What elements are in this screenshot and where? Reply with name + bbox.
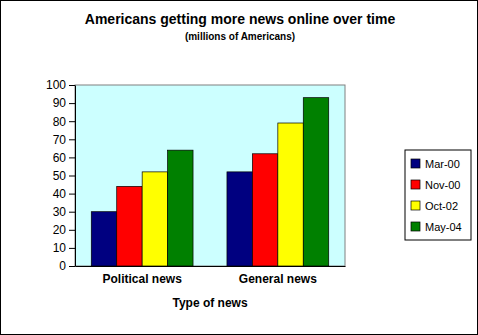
y-tick: 50 xyxy=(53,169,75,183)
y-tick-mark xyxy=(69,248,75,249)
bar-series xyxy=(168,98,329,266)
bar xyxy=(91,212,116,266)
legend-entry: Oct-02 xyxy=(411,200,458,212)
bar xyxy=(252,154,277,266)
legend-entry: Nov-00 xyxy=(411,179,460,191)
legend-swatch xyxy=(411,201,420,210)
x-axis: Political news General news xyxy=(76,266,346,286)
y-tick: 0 xyxy=(59,259,75,273)
y-tick-mark xyxy=(69,103,75,104)
y-tick-label: 0 xyxy=(59,259,66,273)
x-tick: General news xyxy=(239,266,317,286)
y-tick: 80 xyxy=(53,115,75,129)
y-tick: 20 xyxy=(53,223,75,237)
y-tick: 60 xyxy=(53,151,75,165)
bar-series xyxy=(117,154,278,266)
y-tick: 100 xyxy=(46,78,75,92)
chart: Americans getting more news online over … xyxy=(0,0,478,335)
bars xyxy=(91,98,328,266)
chart-border xyxy=(1,1,478,335)
y-tick: 10 xyxy=(53,241,75,255)
subtitle: (millions of Americans) xyxy=(185,31,295,42)
title: Americans getting more news online over … xyxy=(85,11,396,27)
y-tick-mark xyxy=(69,266,75,267)
y-tick-mark xyxy=(69,194,75,195)
y-tick-label: 30 xyxy=(53,205,67,219)
bar xyxy=(278,123,303,266)
legend-entry: Mar-00 xyxy=(411,158,460,170)
x-tick-label: Political news xyxy=(102,272,182,286)
bar-series xyxy=(142,123,303,266)
bar xyxy=(227,172,252,266)
legend-label: Nov-00 xyxy=(425,179,460,191)
y-tick-mark xyxy=(69,157,75,158)
legend-label: Mar-00 xyxy=(425,158,460,170)
y-tick-label: 60 xyxy=(53,151,67,165)
y-tick: 90 xyxy=(53,96,75,110)
bar xyxy=(117,186,142,266)
y-tick-mark xyxy=(69,85,75,86)
plot-background xyxy=(75,85,345,266)
y-tick-label: 100 xyxy=(46,78,66,92)
y-tick-label: 10 xyxy=(53,241,67,255)
legend-label: May-04 xyxy=(425,221,462,233)
y-axis: 0 10 20 30 40 50 60 70 80 90 100 xyxy=(46,78,76,273)
y-tick-label: 80 xyxy=(53,115,67,129)
y-tick-mark xyxy=(69,230,75,231)
bar xyxy=(168,150,193,266)
legend-swatch xyxy=(411,180,420,189)
y-tick: 30 xyxy=(53,205,75,219)
x-axis-title: Type of news xyxy=(172,296,247,310)
legend: Mar-00 Nov-00 Oct-02 May-04 xyxy=(405,150,471,240)
legend-entry: May-04 xyxy=(411,221,462,233)
legend-box xyxy=(405,150,471,240)
y-tick-mark xyxy=(69,176,75,177)
x-tick: Political news xyxy=(102,266,182,286)
y-axis-line xyxy=(75,86,76,267)
y-tick-label: 70 xyxy=(53,133,67,147)
y-tick-mark xyxy=(69,121,75,122)
y-tick: 40 xyxy=(53,187,75,201)
x-axis-line xyxy=(76,266,346,267)
y-tick-mark xyxy=(69,139,75,140)
bar xyxy=(303,98,328,266)
bar xyxy=(142,172,167,266)
legend-label: Oct-02 xyxy=(425,200,458,212)
legend-swatch xyxy=(411,159,420,168)
y-tick-label: 90 xyxy=(53,96,67,110)
y-tick-label: 40 xyxy=(53,187,67,201)
y-tick: 70 xyxy=(53,133,75,147)
y-tick-mark xyxy=(69,212,75,213)
x-tick-label: General news xyxy=(239,272,317,286)
y-tick-label: 50 xyxy=(53,169,67,183)
plot: 0 10 20 30 40 50 60 70 80 90 100 Political news Gene… xyxy=(46,78,346,286)
y-tick-label: 20 xyxy=(53,223,67,237)
legend-swatch xyxy=(411,222,420,231)
